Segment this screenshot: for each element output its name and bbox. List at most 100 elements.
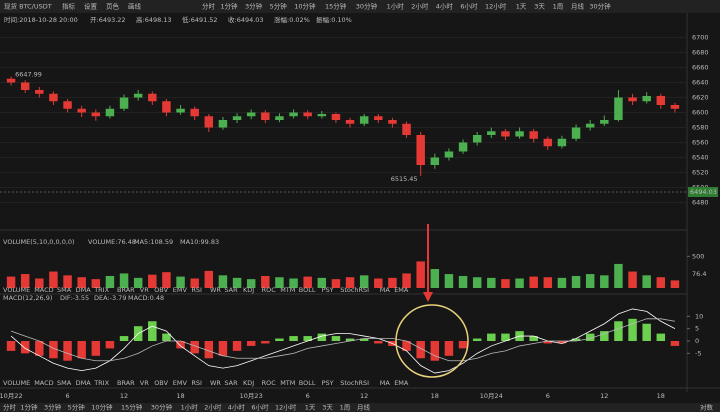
period-button[interactable]: 3分钟	[245, 2, 263, 11]
macd-bar	[20, 341, 30, 354]
indicator-tab[interactable]: EMV	[173, 286, 188, 294]
indicator-tab[interactable]: EMV	[173, 379, 188, 387]
x-tick-label: 10月24	[480, 392, 503, 400]
indicator-tab[interactable]: SAR	[224, 379, 238, 387]
indicator-tab[interactable]: EMA	[394, 286, 409, 294]
period-button[interactable]: 10分钟	[91, 403, 113, 412]
period-button[interactable]: 3天	[322, 404, 333, 412]
indicator-tab[interactable]: SAR	[224, 286, 238, 294]
indicator-tab[interactable]: MTM	[280, 286, 295, 294]
volume-bar	[105, 275, 115, 288]
indicator-tab[interactable]: ROC	[262, 286, 277, 294]
period-button[interactable]: 1周	[340, 404, 351, 412]
period-button[interactable]: 1天	[516, 3, 527, 11]
symbol[interactable]: 现货 BTC/USDT	[4, 2, 52, 11]
indicator-tab[interactable]: OBV	[154, 286, 168, 294]
period-button[interactable]: 30分钟	[589, 2, 611, 11]
macd-bar	[557, 341, 567, 344]
indicator-tab[interactable]: PSY	[322, 379, 334, 387]
period-button[interactable]: 1分钟	[220, 2, 238, 11]
indicator-tab[interactable]: DMA	[76, 379, 92, 387]
period-button[interactable]: 10分钟	[294, 2, 316, 11]
indicator-tab[interactable]: StochRSI	[340, 379, 369, 387]
period-button[interactable]: 5分钟	[270, 2, 288, 11]
y-tick-label: 500	[692, 252, 704, 260]
indicator-tab[interactable]: PSY	[322, 286, 334, 294]
period-button[interactable]: 6小时	[460, 2, 478, 11]
indicator-tab[interactable]: BRAR	[117, 286, 135, 294]
panel-stat: VOLUME:76.48	[88, 238, 136, 246]
indicator-tab[interactable]: VOLUME	[3, 286, 30, 294]
indicator-tab[interactable]: MA	[380, 286, 391, 294]
indicator-tab[interactable]: ROC	[262, 379, 277, 387]
log-button[interactable]: 对数	[700, 403, 714, 412]
indicator-tab[interactable]: TRIX	[93, 379, 109, 387]
x-tick-label: 6	[306, 392, 310, 400]
period-button[interactable]: 月线	[571, 2, 585, 11]
candle-body	[444, 151, 454, 158]
period-button[interactable]: 12小时	[275, 403, 297, 412]
period-button[interactable]: 15分钟	[325, 2, 347, 11]
indicator-tab[interactable]: BOLL	[299, 379, 316, 387]
indicator-tab[interactable]: RSI	[191, 286, 202, 294]
candle-body	[246, 112, 256, 117]
indicator-tab[interactable]: BRAR	[117, 379, 135, 387]
period-button[interactable]: 2小时	[411, 2, 429, 11]
indicator-tab[interactable]: StochRSI	[340, 286, 369, 294]
indicator-tab[interactable]: WR	[210, 379, 221, 387]
period-button[interactable]: 30分钟	[356, 2, 378, 11]
indicator-tab[interactable]: SMA	[57, 379, 72, 387]
volume-bar	[543, 277, 553, 288]
indicator-tab[interactable]: MTM	[280, 379, 295, 387]
indicator-tab[interactable]: KDJ	[243, 286, 254, 294]
tool-button[interactable]: 设置	[84, 2, 98, 11]
period-button[interactable]: 1小时	[387, 2, 405, 11]
tool-button[interactable]: 指标	[62, 2, 76, 11]
period-button[interactable]: 月线	[357, 403, 371, 412]
period-button[interactable]: 3分钟	[44, 403, 62, 412]
tool-button[interactable]: 画线	[128, 2, 142, 11]
indicator-tab[interactable]: WR	[210, 286, 221, 294]
period-button[interactable]: 1分钟	[20, 403, 38, 412]
period-button[interactable]: 1天	[305, 404, 316, 412]
indicator-tab[interactable]: EMA	[394, 379, 409, 387]
indicator-tab[interactable]: SMA	[57, 286, 72, 294]
period-button[interactable]: 1小时	[181, 403, 199, 412]
period-button[interactable]: 4小时	[228, 403, 246, 412]
indicator-tab[interactable]: KDJ	[243, 379, 254, 387]
indicator-tab[interactable]: MACD	[34, 286, 53, 294]
period-button[interactable]: 5分钟	[68, 403, 86, 412]
period-button[interactable]: 15分钟	[121, 403, 143, 412]
period-button[interactable]: 6小时	[251, 403, 269, 412]
period-button[interactable]: 分时	[3, 403, 17, 412]
indicator-tab[interactable]: OBV	[154, 379, 168, 387]
volume-bar	[430, 269, 440, 288]
period-button[interactable]: 分时	[202, 2, 216, 11]
period-button[interactable]: 4小时	[436, 2, 454, 11]
volume-bar	[571, 275, 581, 288]
period-button[interactable]: 3天	[534, 3, 545, 11]
period-button[interactable]: 2小时	[204, 403, 222, 412]
volume-bar	[303, 276, 312, 288]
indicator-tab[interactable]: MACD	[34, 379, 53, 387]
indicator-tab[interactable]: DMA	[76, 286, 92, 294]
macd-bar	[670, 341, 680, 346]
indicator-tab[interactable]: VR	[140, 286, 149, 294]
top-toolbar	[0, 0, 720, 13]
period-button[interactable]: 30分钟	[151, 403, 173, 412]
tool-button[interactable]: 页色	[106, 2, 120, 11]
indicator-tab[interactable]: VOLUME	[3, 379, 30, 387]
period-button[interactable]: 12小时	[485, 2, 507, 11]
info-field: 开:6493.22	[90, 16, 126, 24]
indicator-tab[interactable]: BOLL	[299, 286, 316, 294]
period-button[interactable]: 1周	[553, 3, 564, 11]
volume-bar	[190, 278, 199, 288]
volume-bar	[148, 274, 157, 288]
panel-title: VOLUME(5,10,0,0,0,0)	[3, 238, 75, 246]
info-field: 时间:2018-10-28 20:00	[4, 15, 78, 24]
indicator-tab[interactable]: VR	[140, 379, 149, 387]
indicator-tab[interactable]: RSI	[191, 379, 202, 387]
indicator-tab[interactable]: TRIX	[93, 286, 109, 294]
indicator-tab[interactable]: MA	[380, 379, 391, 387]
y-tick-label: 6580	[692, 124, 709, 132]
